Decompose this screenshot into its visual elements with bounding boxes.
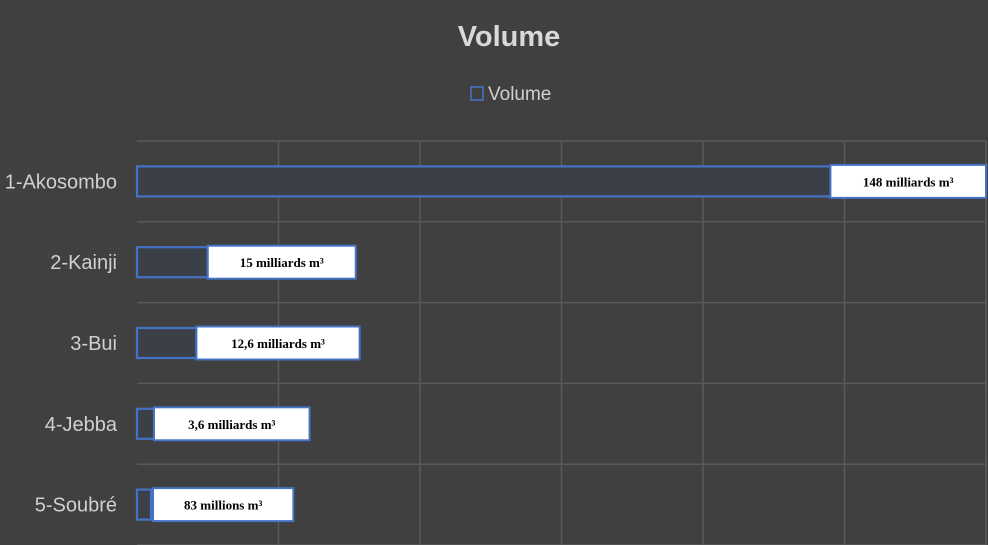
bar-series xyxy=(135,165,837,521)
data-label: 83 millions m³ xyxy=(184,498,262,513)
bar xyxy=(135,165,837,198)
bar xyxy=(135,326,198,360)
category-label: 1-Akosombo xyxy=(5,171,117,193)
data-label-box xyxy=(152,487,295,523)
category-label: 4-Jebba xyxy=(45,414,118,436)
legend: Volume xyxy=(470,84,551,105)
legend-swatch xyxy=(470,86,484,101)
data-labels: 148 milliards m³ 15 milliards m³ 12,6 mill… xyxy=(152,163,988,523)
category-label: 3-Bui xyxy=(70,333,117,355)
data-label: 15 milliards m³ xyxy=(240,255,324,270)
chart-title: Volume xyxy=(458,21,561,53)
category-axis: 1-Akosombo 2-Kainji 3-Bui 4-Jebba 5-Soubré xyxy=(5,171,118,516)
category-label: 5-Soubré xyxy=(35,495,117,517)
data-label-box xyxy=(829,163,988,199)
data-label-box xyxy=(195,325,361,361)
data-label-box xyxy=(206,244,357,280)
data-label: 12,6 milliards m³ xyxy=(231,336,325,351)
category-label: 2-Kainji xyxy=(50,252,117,274)
data-label: 148 milliards m³ xyxy=(863,174,954,189)
bar xyxy=(135,488,153,521)
data-label: 3,6 milliards m³ xyxy=(188,417,275,432)
bar xyxy=(135,407,156,440)
legend-label: Volume xyxy=(488,84,551,105)
data-label-box xyxy=(152,406,311,442)
bar xyxy=(135,246,209,279)
gridlines xyxy=(137,140,987,545)
